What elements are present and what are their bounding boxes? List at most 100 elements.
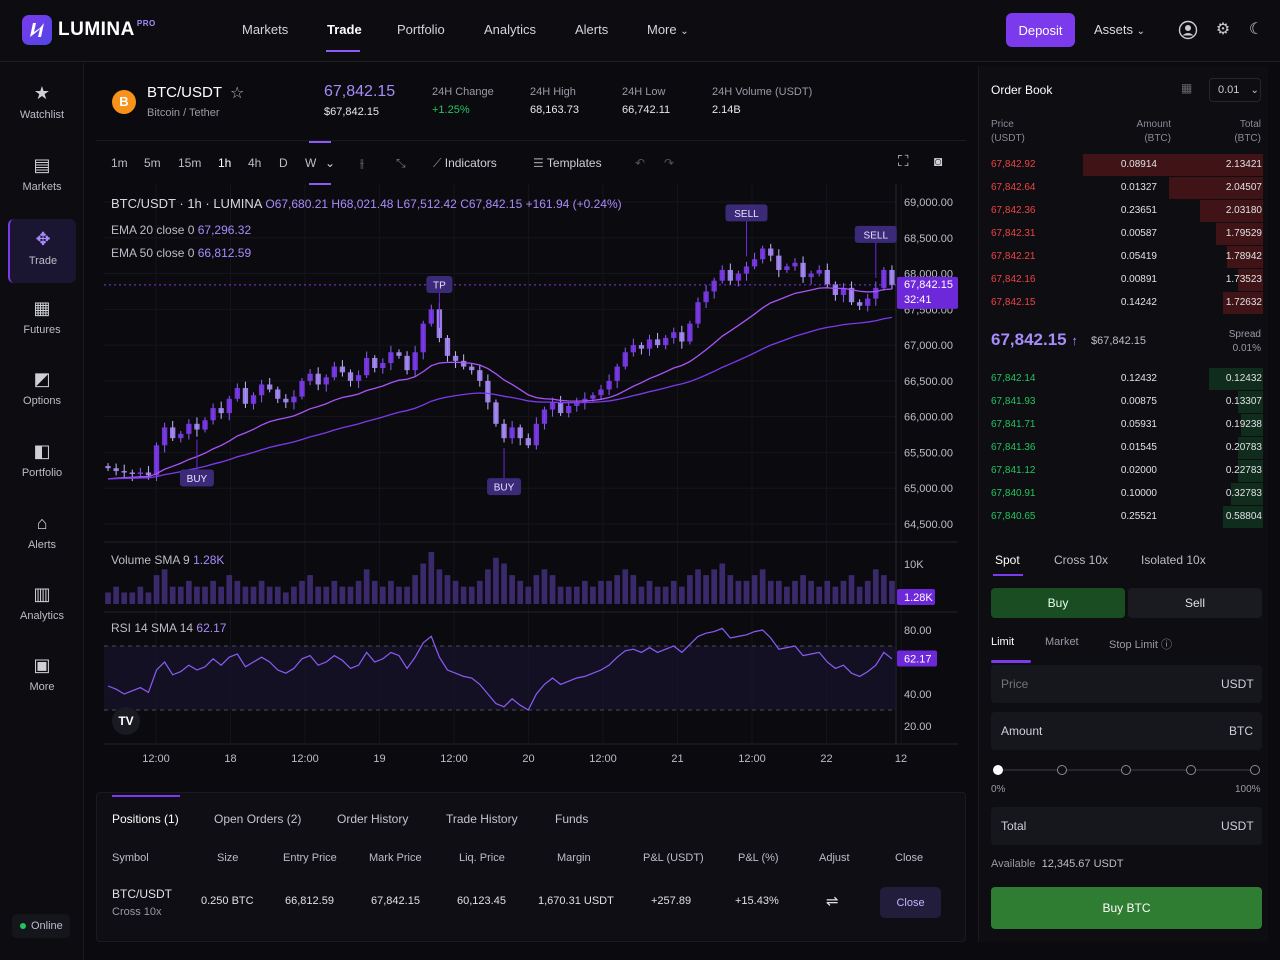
bid-row[interactable]: 67,841.93 0.00875 0.13307	[979, 391, 1269, 413]
ask-row[interactable]: 67,842.21 0.05419 1.78942	[979, 246, 1269, 268]
slider-step-50[interactable]	[1121, 765, 1131, 775]
amount-input[interactable]: Amount	[991, 712, 1262, 750]
candle-body	[355, 375, 362, 381]
depth-bar	[1223, 506, 1263, 528]
sidebar-item-label: Portfolio	[21, 467, 63, 479]
close-position-button[interactable]: Close	[880, 887, 941, 918]
order-type-market[interactable]: Market	[1045, 636, 1079, 648]
bid-row[interactable]: 67,841.12 0.02000 0.22783	[979, 460, 1269, 482]
ask-row[interactable]: 67,842.31 0.00587 1.79529	[979, 223, 1269, 245]
slider-step-100[interactable]	[1250, 765, 1260, 775]
drawing-tool-icon[interactable]: ⤡	[396, 156, 406, 170]
favorite-star-icon[interactable]: ☆	[230, 85, 245, 102]
ob-total: 0.12432	[1225, 373, 1262, 384]
sidebar-item-more[interactable]: ▣ More	[8, 645, 76, 709]
margin-tab-isolated[interactable]: Isolated 10x	[1141, 553, 1206, 567]
order-type-limit[interactable]: Limit	[991, 636, 1015, 648]
candle-body	[663, 337, 669, 346]
ask-row[interactable]: 67,842.92 0.08914 2.13421	[979, 154, 1269, 176]
tab-positions[interactable]: Positions (1)	[112, 812, 179, 826]
tab-open-orders[interactable]: Open Orders (2)	[214, 812, 302, 826]
templates-button[interactable]: ☰ Templates	[533, 156, 602, 170]
deposit-button[interactable]: Deposit	[1006, 13, 1075, 47]
fullscreen-icon[interactable]: ⛶	[898, 153, 909, 170]
chart-canvas[interactable]: 69,000.0068,500.0068,000.0067,500.0067,0…	[96, 184, 966, 780]
timeframe-5m[interactable]: 5m	[144, 156, 161, 170]
buy-side-button[interactable]: Buy	[991, 588, 1125, 618]
timeframe-1m[interactable]: 1m	[111, 156, 128, 170]
margin-tab-cross[interactable]: Cross 10x	[1054, 553, 1109, 567]
assets-dropdown[interactable]: Assets ⌄	[1094, 22, 1146, 37]
last-price-tag-value: 67,842.15	[904, 279, 953, 291]
bid-row[interactable]: 67,842.14 0.12432 0.12432	[979, 368, 1269, 390]
volume-bar	[614, 575, 621, 604]
pair-name: Bitcoin / Tether	[147, 107, 220, 119]
sidebar-item-markets[interactable]: ▤ Markets	[8, 145, 76, 209]
undo-icon[interactable]: ↶	[635, 156, 646, 170]
sell-side-button[interactable]: Sell	[1128, 588, 1262, 618]
candle-type-icon[interactable]: ⫲	[360, 156, 364, 170]
timeframe-d[interactable]: D	[279, 156, 288, 170]
depth-bar	[1241, 414, 1263, 436]
tab-order-history[interactable]: Order History	[337, 812, 409, 826]
sidebar-item-analytics[interactable]: ▥ Analytics	[8, 574, 76, 638]
candle-body	[275, 389, 281, 399]
sidebar-item-trade[interactable]: ✥ Trade	[8, 219, 76, 283]
tab-funds[interactable]: Funds	[555, 812, 589, 826]
candle-body	[347, 372, 354, 381]
bid-row[interactable]: 67,841.71 0.05931 0.19238	[979, 414, 1269, 436]
price-chart[interactable]: 69,000.00 68,500.00 68,000.00 67,500.00 67,0…	[96, 184, 966, 780]
margin-tab-spot[interactable]: Spot	[995, 553, 1020, 567]
submit-buy-button[interactable]: Buy BTC	[991, 887, 1262, 929]
bid-row[interactable]: 67,841.36 0.01545 0.20783	[979, 437, 1269, 459]
total-input[interactable]: Total	[991, 807, 1262, 845]
nav-trade[interactable]: Trade	[327, 22, 362, 37]
moon-icon[interactable]: ☾	[1248, 21, 1264, 38]
book-layout-icon[interactable]: ▦	[1181, 81, 1193, 95]
sidebar-item-watchlist[interactable]: ★ Watchlist	[8, 73, 76, 137]
precision-select[interactable]: 0.01 ⌄	[1209, 78, 1261, 102]
tab-trade-history[interactable]: Trade History	[446, 812, 518, 826]
volume-bar	[121, 592, 128, 604]
ask-row[interactable]: 67,842.36 0.23651 2.03180	[979, 200, 1269, 222]
adjust-sliders-icon[interactable]: ⇌	[826, 893, 839, 910]
ask-row[interactable]: 67,842.64 0.01327 2.04507	[979, 177, 1269, 199]
bid-row[interactable]: 67,840.91 0.10000 0.32783	[979, 483, 1269, 505]
nav-analytics[interactable]: Analytics	[484, 22, 537, 37]
order-type-stop-limit[interactable]: Stop Limit ⓘ	[1109, 639, 1172, 651]
timeframe-active-indicator	[309, 141, 331, 143]
nav-markets[interactable]: Markets	[242, 22, 289, 37]
indicators-button[interactable]: ⟋ Indicators	[433, 156, 497, 170]
sidebar-item-futures[interactable]: ▦ Futures	[8, 288, 76, 352]
rsi-axis-label: 20.00	[904, 721, 932, 733]
logo-icon[interactable]	[22, 15, 52, 45]
timeframe-w[interactable]: W	[305, 156, 317, 170]
timeframe-15m[interactable]: 15m	[178, 156, 202, 170]
position-size: 0.250 BTC	[201, 895, 254, 907]
indicators-icon: ⟋	[433, 156, 442, 170]
time-axis-label: 12:00	[440, 753, 468, 765]
slider-step-75[interactable]	[1186, 765, 1196, 775]
ask-row[interactable]: 67,842.15 0.14242 1.72632	[979, 292, 1269, 314]
sidebar-item-portfolio[interactable]: ◧ Portfolio	[8, 431, 76, 495]
ask-row[interactable]: 67,842.16 0.00891 1.73523	[979, 269, 1269, 291]
pair-symbol[interactable]: BTC/USDT	[147, 84, 222, 101]
user-icon[interactable]	[1178, 20, 1198, 40]
camera-icon[interactable]: ◙	[934, 153, 943, 169]
candle-body	[469, 366, 475, 371]
sidebar-item-alerts[interactable]: ⌂ Alerts	[8, 503, 76, 567]
timeframe-more-chevron-icon[interactable]: ⌄	[325, 156, 336, 170]
gear-icon[interactable]: ⚙	[1215, 21, 1231, 38]
sidebar-item-options[interactable]: ◩ Options	[8, 359, 76, 423]
timeframe-1h[interactable]: 1h	[218, 156, 232, 170]
slider-step-25[interactable]	[1057, 765, 1067, 775]
redo-icon[interactable]: ↷	[664, 156, 675, 170]
nav-more[interactable]: More ⌄	[647, 22, 689, 37]
bid-row[interactable]: 67,840.65 0.25521 0.58804	[979, 506, 1269, 528]
timeframe-4h[interactable]: 4h	[248, 156, 262, 170]
price-input[interactable]	[991, 665, 1262, 703]
slider-handle[interactable]	[993, 765, 1003, 775]
nav-portfolio[interactable]: Portfolio	[397, 22, 445, 37]
nav-alerts[interactable]: Alerts	[575, 22, 609, 37]
candle-body	[646, 339, 653, 349]
